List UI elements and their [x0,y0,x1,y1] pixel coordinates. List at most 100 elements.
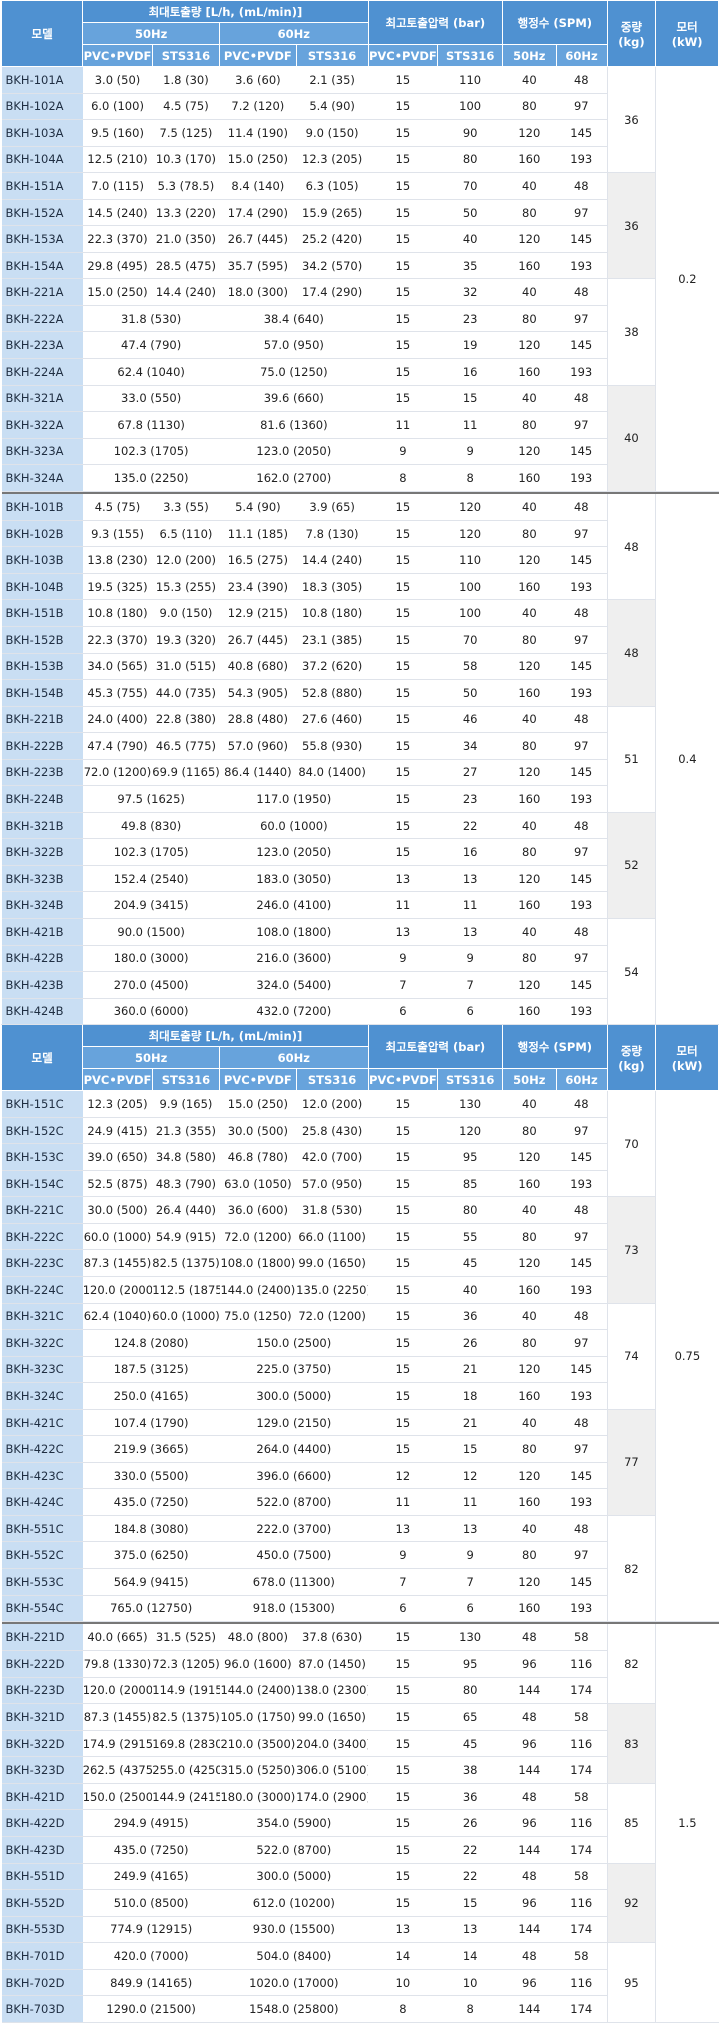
header-max-flow: 최대토출량 [L/h, (mL/min)] [82,1024,369,1048]
flow-50hz-sts-cell: 13.3 (220) [152,199,220,227]
table-row: BKH-221A 15.0 (250) 14.4 (240) 18.0 (300) 17… [1,278,719,386]
spm-50hz-cell: 144 [502,1995,556,2023]
pressure-pvc-cell: 11 [368,1488,438,1516]
weight-cell: 48 [606,599,656,707]
model-cell: BKH-151C [1,1090,83,1118]
flow-60hz-cell: 1548.0 (25800) [219,1995,369,2023]
table-row: BKH-422C 219.9 (3665) 264.0 (4400) 15 15 80 97 [1,1435,719,1463]
table-row: BKH-422B 180.0 (3000) 216.0 (3600) 9 9 80 97 [1,945,719,973]
flow-60hz-sts-cell: 25.8 (430) [296,1117,369,1145]
flow-50hz-cell: 49.8 (830) [82,812,220,840]
flow-50hz-pvc-cell: 4.5 (75) [82,493,153,521]
table-row: BKH-422D 294.9 (4915) 354.0 (5900) 15 26 96 11… [1,1809,719,1837]
pressure-pvc-cell: 15 [368,1836,438,1864]
spm-60hz-cell: 97 [556,1329,608,1357]
flow-50hz-sts-cell: 9.0 (150) [152,599,220,627]
pressure-sts-cell: 26 [437,1329,503,1357]
pressure-sts-cell: 12 [437,1462,503,1490]
flow-60hz-sts-cell: 34.2 (570) [296,252,369,280]
flow-60hz-cell: 1020.0 (17000) [219,1969,369,1997]
flow-50hz-pvc-cell: 150.0 (2500) [82,1783,153,1811]
pressure-sts-cell: 65 [437,1703,503,1731]
pressure-sts-cell: 85 [437,1170,503,1198]
spm-50hz-cell: 80 [502,1435,556,1463]
spm-50hz-cell: 80 [502,626,556,654]
pressure-pvc-cell: 15 [368,1650,438,1678]
model-cell: BKH-222D [1,1650,83,1678]
model-cell: BKH-223D [1,1677,83,1705]
pressure-pvc-cell: 15 [368,358,438,386]
spm-60hz-cell: 48 [556,278,608,306]
table-row: BKH-322C 124.8 (2080) 150.0 (2500) 15 26 80 97 [1,1329,719,1357]
flow-60hz-pvc-cell: 3.6 (60) [219,66,297,94]
spm-50hz-cell: 80 [502,1329,556,1357]
pressure-pvc-cell: 15 [368,1356,438,1384]
pressure-pvc-cell: 15 [368,1303,438,1331]
pressure-sts-cell: 23 [437,305,503,333]
weight-cell: 54 [606,918,656,1026]
flow-60hz-pvc-cell: 28.8 (480) [219,706,297,734]
flow-50hz-sts-cell: 12.0 (200) [152,546,220,574]
spm-50hz-cell: 160 [502,679,556,707]
table-row: BKH-323A 102.3 (1705) 123.0 (2050) 9 9 120 145 [1,438,719,466]
model-cell: BKH-224B [1,785,83,813]
pressure-pvc-cell: 15 [368,546,438,574]
flow-60hz-cell: 264.0 (4400) [219,1435,369,1463]
pressure-pvc-cell: 15 [368,732,438,760]
pressure-pvc-cell: 13 [368,1515,438,1543]
pressure-pvc-cell: 8 [368,464,438,492]
pressure-pvc-cell: 15 [368,1382,438,1410]
flow-50hz-cell: 135.0 (2250) [82,464,220,492]
flow-60hz-sts-cell: 135.0 (2250) [296,1276,369,1304]
table-row: BKH-321B 49.8 (830) 60.0 (1000) 15 22 40 48 52 [1,812,719,920]
spm-50hz-cell: 40 [502,1090,556,1118]
flow-50hz-cell: 1290.0 (21500) [82,1995,220,2023]
pressure-sts-cell: 100 [437,573,503,601]
flow-50hz-cell: 360.0 (6000) [82,998,220,1026]
spm-60hz-cell: 48 [556,599,608,627]
header-50hz: 50Hz [82,22,221,45]
flow-50hz-cell: 124.8 (2080) [82,1329,220,1357]
flow-60hz-cell: 183.0 (3050) [219,865,369,893]
pressure-sts-cell: 80 [437,146,503,174]
spm-60hz-cell: 193 [556,1170,608,1198]
flow-50hz-pvc-cell: 87.3 (1455) [82,1249,153,1278]
pressure-pvc-cell: 15 [368,225,438,253]
flow-50hz-cell: 294.9 (4915) [82,1809,220,1837]
table-row: BKH-151A 7.0 (115) 5.3 (78.5) 8.4 (140) 6.3 … [1,172,719,280]
model-cell: BKH-223B [1,759,83,787]
flow-50hz-sts-cell: 144.9 (2415) [152,1783,220,1811]
spm-50hz-cell: 160 [502,252,556,280]
model-cell: BKH-421B [1,918,83,946]
flow-60hz-cell: 117.0 (1950) [219,785,369,813]
pressure-sts-cell: 6 [437,998,503,1026]
pressure-sts-cell: 22 [437,812,503,840]
model-cell: BKH-154C [1,1170,83,1198]
model-cell: BKH-321B [1,812,83,840]
flow-50hz-sts-cell: 21.3 (355) [152,1117,220,1145]
table-row: BKH-101A 3.0 (50) 1.8 (30) 3.6 (60) 2.1 (35)… [1,66,719,492]
spm-50hz-cell: 40 [502,1515,556,1543]
flow-50hz-cell: 435.0 (7250) [82,1488,220,1516]
motor-cell: 0.75 [655,1090,719,1623]
spm-60hz-cell: 145 [556,1249,608,1278]
spm-50hz-cell: 160 [502,464,556,492]
model-cell: BKH-152B [1,626,83,654]
table-row: BKH-324C 250.0 (4165) 300.0 (5000) 15 18 160 1… [1,1382,719,1410]
flow-50hz-pvc-cell: 22.3 (370) [82,225,153,253]
flow-60hz-pvc-cell: 40.8 (680) [219,653,297,681]
pressure-pvc-cell: 15 [368,305,438,333]
spm-50hz-cell: 160 [502,1595,556,1623]
pressure-pvc-cell: 15 [368,785,438,813]
spm-50hz-cell: 120 [502,653,556,681]
spm-50hz-cell: 96 [502,1809,556,1837]
flow-50hz-sts-cell: 46.5 (775) [152,732,220,760]
table-row: BKH-322A 67.8 (1130) 81.6 (1360) 11 11 80 97 [1,411,719,439]
header-50hz: 50Hz [82,1046,221,1070]
flow-60hz-sts-cell: 55.8 (930) [296,732,369,760]
pressure-sts-cell: 110 [437,66,503,94]
header-sts-60: STS316 [295,1068,369,1092]
spm-60hz-cell: 48 [556,918,608,946]
pressure-sts-cell: 100 [437,599,503,627]
